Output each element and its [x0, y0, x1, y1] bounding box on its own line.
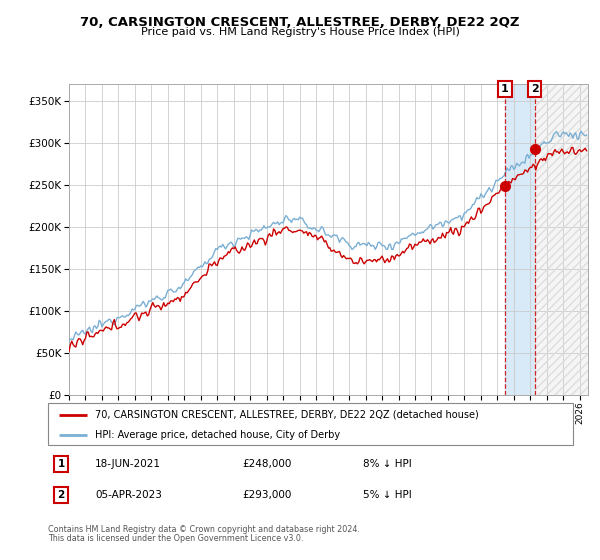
Text: Contains HM Land Registry data © Crown copyright and database right 2024.: Contains HM Land Registry data © Crown c…	[48, 525, 360, 534]
Text: 5% ↓ HPI: 5% ↓ HPI	[363, 490, 412, 500]
Bar	[535, 84, 588, 395]
Text: 2: 2	[531, 84, 539, 94]
Text: £248,000: £248,000	[242, 459, 292, 469]
Text: 1: 1	[58, 459, 65, 469]
Text: 8% ↓ HPI: 8% ↓ HPI	[363, 459, 412, 469]
Text: 70, CARSINGTON CRESCENT, ALLESTREE, DERBY, DE22 2QZ (detached house): 70, CARSINGTON CRESCENT, ALLESTREE, DERB…	[95, 410, 479, 420]
Text: 18-JUN-2021: 18-JUN-2021	[95, 459, 161, 469]
Text: £293,000: £293,000	[242, 490, 292, 500]
Text: 05-APR-2023: 05-APR-2023	[95, 490, 162, 500]
Text: 70, CARSINGTON CRESCENT, ALLESTREE, DERBY, DE22 2QZ: 70, CARSINGTON CRESCENT, ALLESTREE, DERB…	[80, 16, 520, 29]
Text: Price paid vs. HM Land Registry's House Price Index (HPI): Price paid vs. HM Land Registry's House …	[140, 27, 460, 37]
FancyBboxPatch shape	[48, 403, 573, 445]
Bar	[505, 84, 535, 395]
Text: 2: 2	[58, 490, 65, 500]
Text: HPI: Average price, detached house, City of Derby: HPI: Average price, detached house, City…	[95, 430, 340, 440]
Text: This data is licensed under the Open Government Licence v3.0.: This data is licensed under the Open Gov…	[48, 534, 304, 543]
Bar	[535, 84, 588, 395]
Text: 1: 1	[501, 84, 509, 94]
